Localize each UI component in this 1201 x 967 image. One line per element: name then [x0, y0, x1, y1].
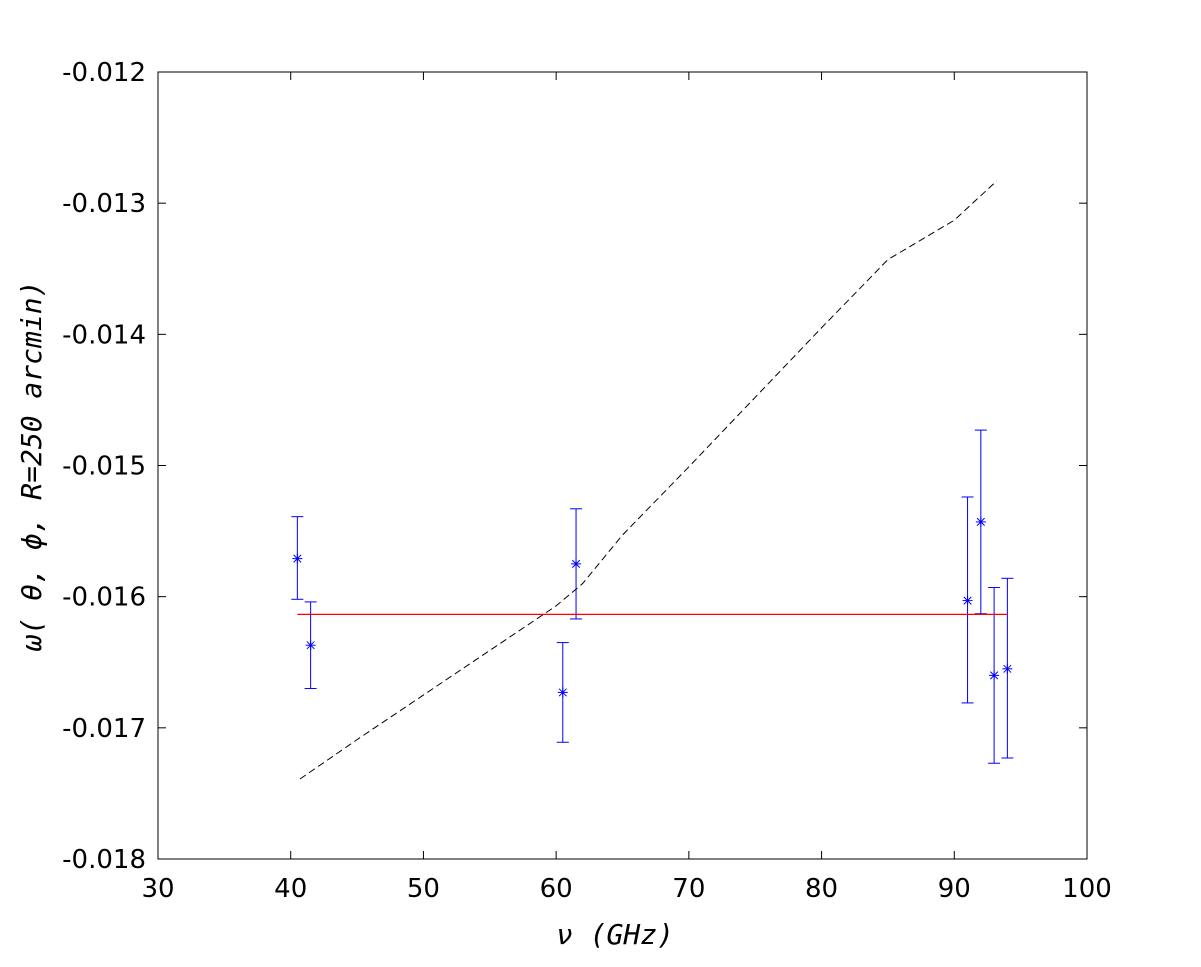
marker-asterisk — [976, 517, 985, 527]
y-tick-label: -0.014 — [62, 320, 146, 350]
y-tick-label: -0.017 — [62, 714, 146, 744]
x-tick-label: 60 — [540, 874, 573, 904]
model-dashed-line — [299, 180, 998, 780]
marker-asterisk — [963, 596, 972, 605]
marker-asterisk — [571, 559, 581, 568]
marker-asterisk — [989, 671, 999, 680]
y-tick-label: -0.015 — [62, 452, 146, 482]
x-tick-labels: 30 40 50 60 70 80 90 100 — [141, 874, 1111, 904]
x-tick-label: 30 — [141, 874, 174, 904]
x-tick-label: 100 — [1062, 874, 1112, 904]
plot-area — [291, 180, 1014, 780]
data-point — [974, 429, 987, 615]
x-tick-label: 80 — [805, 874, 838, 904]
data-point — [556, 642, 569, 743]
data-point — [304, 601, 317, 689]
marker-asterisk — [1003, 664, 1012, 673]
marker-asterisk — [558, 688, 567, 697]
x-axis-label: ν (GHz) — [556, 918, 674, 951]
marker-asterisk — [306, 641, 315, 650]
x-tick-label: 50 — [407, 874, 440, 904]
x-tick-label: 70 — [672, 874, 705, 904]
x-tick-label: 40 — [274, 874, 307, 904]
y-tick-label: -0.018 — [62, 845, 146, 875]
data-point — [291, 516, 304, 600]
y-tick-label: -0.013 — [62, 189, 146, 219]
data-point — [1001, 577, 1014, 759]
data-point — [570, 508, 583, 620]
data-point — [988, 586, 1001, 764]
marker-asterisk — [293, 554, 302, 563]
y-tick-label: -0.012 — [62, 58, 146, 88]
x-tick-label: 90 — [938, 874, 971, 904]
y-axis-label: ω( θ, ϕ, R=250 arcmin) — [15, 281, 48, 652]
y-tick-labels: -0.018 -0.017 -0.016 -0.015 -0.014 -0.013 -0.0… — [62, 58, 146, 875]
axes — [157, 71, 1088, 860]
data-point — [961, 496, 974, 704]
y-tick-label: -0.016 — [62, 583, 146, 613]
